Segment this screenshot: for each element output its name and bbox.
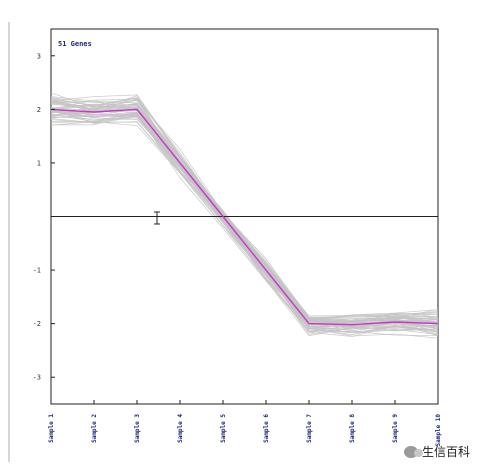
y-tick-label: 3 — [37, 52, 41, 60]
x-tick-label: Sample 8 — [349, 414, 356, 443]
watermark: 生信百科 — [403, 443, 470, 460]
x-tick-label: Sample 1 — [48, 414, 55, 443]
y-tick-label: -1 — [33, 267, 41, 275]
x-tick-label: Sample 9 — [392, 414, 399, 443]
watermark-text: 生信百科 — [421, 445, 470, 459]
profile-line — [50, 112, 439, 336]
profile-line — [50, 99, 439, 325]
x-tick-label: Sample 7 — [306, 414, 313, 443]
profile-line — [50, 121, 439, 339]
window-edge — [8, 22, 10, 462]
x-tick-label: Sample 3 — [134, 414, 141, 443]
profile-line — [50, 111, 439, 335]
profile-line — [50, 100, 439, 323]
y-tick-label: 1 — [37, 159, 41, 167]
y-tick-label: 2 — [37, 106, 41, 114]
y-tick-label: -3 — [33, 374, 41, 382]
plot-title: 51 Genes — [58, 40, 92, 48]
mean-line — [50, 108, 439, 326]
x-axis: Sample 1 Sample 2 Sample 3 Sample 4 Sample 5… — [48, 400, 442, 447]
text-cursor-icon — [154, 211, 160, 225]
x-tick-label: Sample 6 — [263, 414, 270, 443]
x-tick-label: Sample 4 — [177, 414, 184, 443]
wechat-icon — [403, 445, 423, 458]
x-tick-label: Sample 5 — [220, 414, 227, 443]
profile-line — [50, 106, 439, 329]
mean-line-layer — [50, 108, 439, 326]
y-tick-label: -2 — [33, 320, 41, 328]
x-tick-label: Sample 2 — [91, 414, 98, 443]
x-tick-label: Sample 10 — [435, 414, 442, 447]
y-axis: 3 2 1 -1 -2 -3 — [33, 52, 55, 382]
